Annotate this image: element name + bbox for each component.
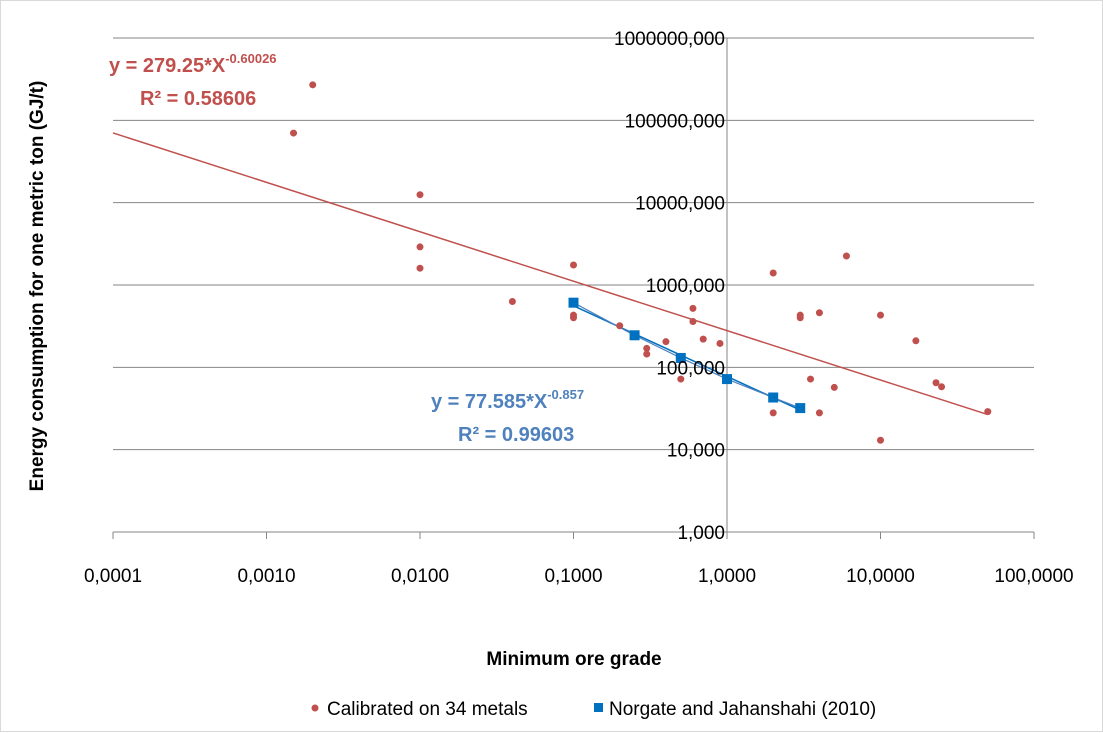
data-point-calibrated	[677, 375, 685, 383]
x-tick-label: 0,0100	[391, 566, 449, 587]
r-squared-calibrated: R² = 0.58606	[140, 88, 256, 110]
equation-exponent: -0.60026	[225, 51, 276, 66]
x-tick-label: 0,0010	[237, 566, 295, 587]
data-point-calibrated	[416, 191, 424, 199]
y-axis-title: Energy consumption for one metric ton (G…	[27, 81, 48, 492]
data-point-norgate	[722, 374, 732, 385]
data-point-norgate	[675, 352, 686, 363]
y-tick-label: 1,000	[677, 523, 725, 544]
gridlines	[113, 37, 1034, 451]
y-tick-label: 10000,000	[635, 194, 725, 215]
x-tick-label: 0,1000	[544, 566, 602, 587]
data-point-calibrated	[877, 311, 884, 319]
y-tick-labels: 1,000 10,000 100,000 1000,000 10000,000 10000…	[614, 29, 725, 544]
r-squared-norgate: R² = 0.99603	[458, 424, 574, 446]
legend: Calibrated on 34 metals Norgate and Jaha…	[311, 699, 876, 720]
data-point-calibrated	[815, 409, 823, 417]
data-point-calibrated	[570, 261, 577, 269]
data-point-calibrated	[662, 338, 670, 346]
data-point-norgate	[795, 403, 806, 414]
data-point-norgate	[568, 297, 579, 308]
data-point-norgate	[768, 392, 779, 403]
trendline-equation-calibrated: y = 279.25*X-0.60026	[109, 51, 277, 77]
legend-label-norgate: Norgate and Jahanshahi (2010)	[609, 699, 876, 720]
data-point-norgate	[629, 330, 640, 341]
x-axis-title: Minimum ore grade	[486, 649, 661, 670]
data-point-calibrated	[938, 383, 946, 391]
data-point-calibrated	[815, 309, 823, 317]
data-point-calibrated	[416, 243, 424, 251]
x-tick-label: 0,0001	[84, 566, 142, 587]
y-tick-label: 1000000,000	[614, 29, 725, 50]
data-point-calibrated	[769, 269, 777, 277]
trendline-equation-norgate: y = 77.585*X-0.857	[431, 387, 584, 413]
y-tick-label: 100000,000	[625, 111, 725, 132]
data-point-calibrated	[643, 350, 651, 358]
x-tick-labels: 0,0001 0,0010 0,0100 0,1000 1,0000 10,0000 100…	[84, 566, 1074, 587]
y-tick-label: 10,000	[667, 441, 725, 462]
y-tick-label: 1000,000	[646, 276, 725, 297]
equation-main: y = 77.585*X	[431, 391, 548, 413]
x-tick-label: 100,0000	[994, 566, 1073, 587]
data-point-calibrated	[699, 335, 707, 343]
x-tick-label: 10,0000	[846, 566, 915, 587]
series-line-norgate	[573, 302, 801, 409]
trendline-calibrated	[112, 132, 989, 416]
data-point-calibrated	[716, 339, 724, 347]
equation-main: y = 279.25*X	[109, 55, 226, 77]
legend-label-calibrated: Calibrated on 34 metals	[327, 699, 528, 720]
data-point-calibrated	[416, 264, 424, 272]
data-point-calibrated	[616, 322, 624, 330]
data-point-calibrated	[796, 314, 804, 322]
data-point-calibrated	[309, 81, 317, 89]
data-point-calibrated	[508, 298, 516, 306]
data-point-calibrated	[290, 129, 298, 137]
data-point-calibrated	[643, 344, 651, 352]
data-point-calibrated	[830, 383, 838, 391]
data-point-calibrated	[769, 409, 777, 417]
data-point-calibrated	[689, 318, 697, 326]
y-tick-label: 100,000	[656, 358, 725, 379]
data-point-calibrated	[570, 314, 577, 322]
axes	[112, 38, 1035, 539]
data-points	[290, 81, 992, 444]
data-point-calibrated	[912, 337, 920, 345]
x-tick-label: 1,0000	[698, 566, 756, 587]
legend-marker-calibrated	[311, 704, 319, 712]
data-point-calibrated	[932, 379, 940, 387]
data-point-calibrated	[984, 408, 992, 416]
data-point-calibrated	[842, 252, 850, 260]
data-point-calibrated	[807, 375, 815, 383]
data-point-calibrated	[689, 304, 697, 312]
data-point-calibrated	[877, 436, 884, 444]
equation-exponent: -0.857	[547, 387, 584, 402]
trendlines	[112, 132, 989, 416]
legend-marker-norgate	[594, 703, 603, 712]
